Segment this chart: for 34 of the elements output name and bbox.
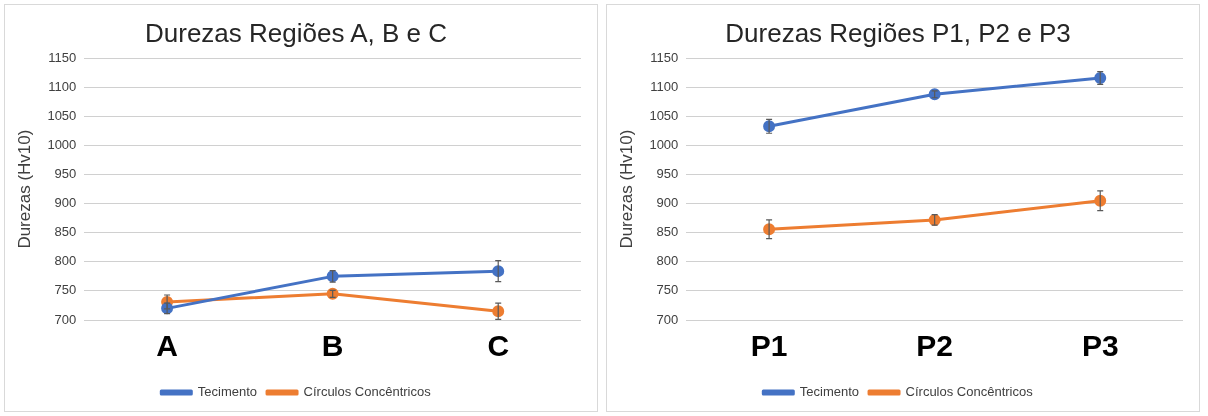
x-tick-label: A xyxy=(156,329,178,363)
y-tick-label: 1000 xyxy=(649,137,679,153)
chart-title: Durezas Regiões A, B e C xyxy=(144,17,448,48)
y-tick-label: 1100 xyxy=(650,78,679,94)
x-tick-label: P2 xyxy=(916,329,954,363)
y-tick-label: 1050 xyxy=(649,107,679,123)
y-tick-label: 1150 xyxy=(48,49,77,65)
y-tick-label: 900 xyxy=(54,195,77,211)
y-axis-title: Durezas (Hv10) xyxy=(14,129,34,249)
y-tick-label: 700 xyxy=(656,311,679,327)
y-tick-label: 850 xyxy=(656,224,679,240)
chart-title: Durezas Regiões P1, P2 e P3 xyxy=(725,17,1071,48)
legend-label: Tecimento xyxy=(197,384,258,400)
x-tick-label: B xyxy=(321,329,344,363)
x-tick-label: P3 xyxy=(1081,329,1119,363)
y-tick-label: 1000 xyxy=(47,137,77,153)
y-tick-label: 950 xyxy=(54,166,77,182)
y-tick-label: 850 xyxy=(54,224,77,240)
y-tick-label: 1050 xyxy=(47,107,77,123)
legend-label: Tecimento xyxy=(799,384,860,400)
y-tick-label: 750 xyxy=(656,282,679,298)
y-tick-label: 950 xyxy=(656,166,679,182)
legend-label: Círculos Concêntricos xyxy=(905,384,1034,400)
y-tick-label: 1100 xyxy=(48,78,77,94)
y-tick-label: 800 xyxy=(656,253,679,269)
y-tick-label: 900 xyxy=(656,195,679,211)
x-tick-label: P1 xyxy=(750,329,788,363)
y-tick-label: 1150 xyxy=(650,49,679,65)
y-axis-title: Durezas (Hv10) xyxy=(616,129,636,249)
x-tick-label: C xyxy=(487,329,510,363)
legend-label: Círculos Concêntricos xyxy=(303,384,432,400)
y-tick-label: 750 xyxy=(54,282,77,298)
y-tick-label: 700 xyxy=(54,311,77,327)
y-tick-label: 800 xyxy=(54,253,77,269)
